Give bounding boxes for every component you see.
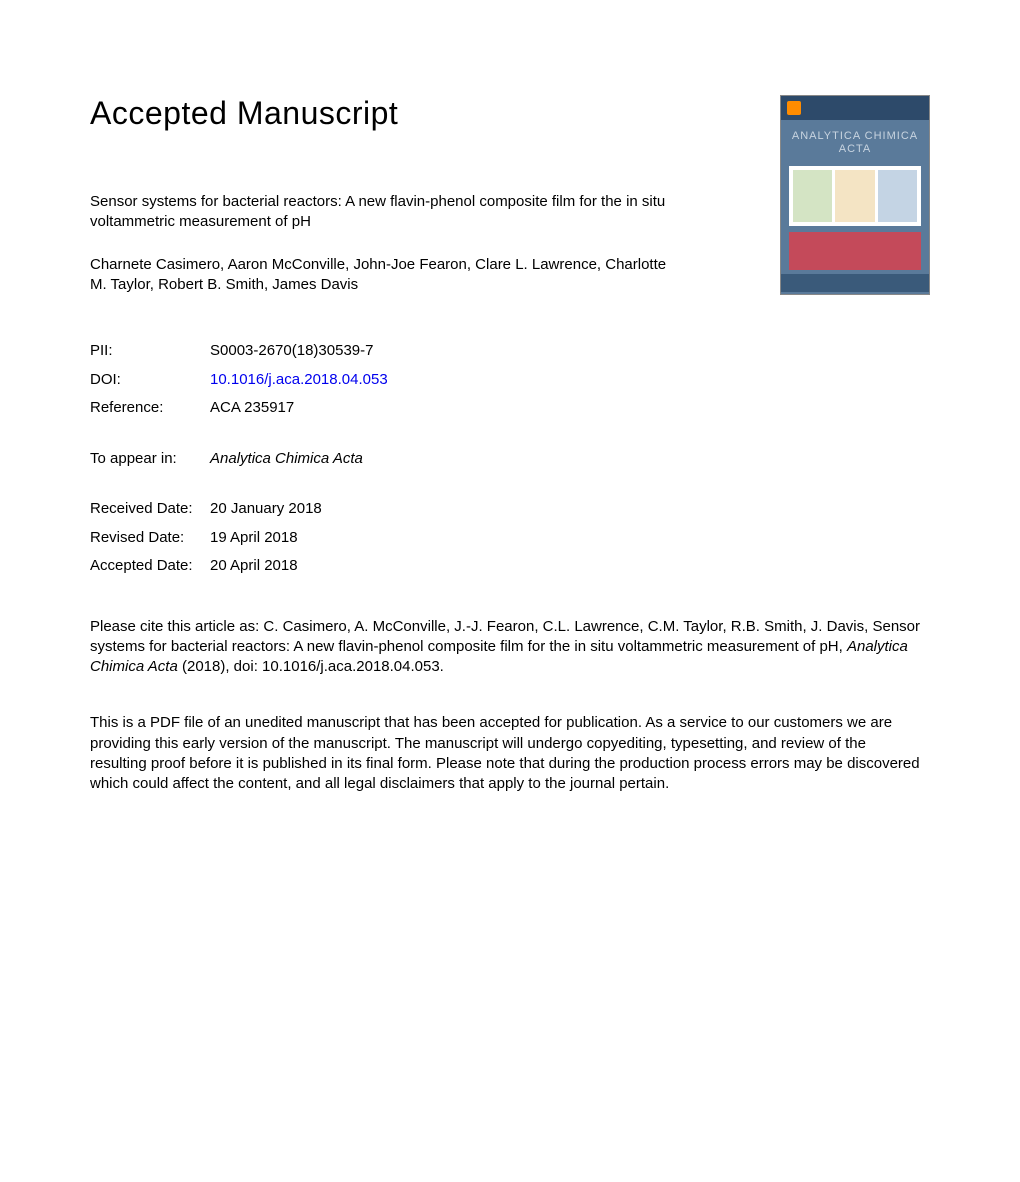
pii-row: PII: S0003-2670(18)30539-7 — [90, 337, 930, 366]
journal-cover-thumbnail: ANALYTICA CHIMICA ACTA — [780, 95, 930, 295]
citation-text: Please cite this article as: C. Casimero… — [90, 617, 920, 678]
reference-label: Reference: — [90, 394, 210, 423]
accepted-row: Accepted Date: 20 April 2018 — [90, 552, 930, 581]
doi-row: DOI: 10.1016/j.aca.2018.04.053 — [90, 366, 930, 395]
accepted-value: 20 April 2018 — [210, 552, 298, 581]
article-title: Sensor systems for bacterial reactors: A… — [90, 192, 670, 233]
revised-label: Revised Date: — [90, 524, 210, 553]
cover-graphic — [789, 166, 921, 226]
received-row: Received Date: 20 January 2018 — [90, 495, 930, 524]
revised-row: Revised Date: 19 April 2018 — [90, 524, 930, 553]
disclaimer-text: This is a PDF file of an unedited manusc… — [90, 713, 920, 794]
appear-table: To appear in: Analytica Chimica Acta — [90, 445, 930, 474]
accepted-label: Accepted Date: — [90, 552, 210, 581]
revised-value: 19 April 2018 — [210, 524, 298, 553]
reference-value: ACA 235917 — [210, 394, 294, 423]
cover-graphic-panel — [793, 170, 832, 222]
appear-row: To appear in: Analytica Chimica Acta — [90, 445, 930, 474]
reference-row: Reference: ACA 235917 — [90, 394, 930, 423]
doi-label: DOI: — [90, 366, 210, 395]
article-authors: Charnete Casimero, Aaron McConville, Joh… — [90, 255, 670, 296]
received-value: 20 January 2018 — [210, 495, 322, 524]
cover-journal-name: ANALYTICA CHIMICA ACTA — [781, 120, 929, 162]
dates-table: Received Date: 20 January 2018 Revised D… — [90, 495, 930, 581]
pii-value: S0003-2670(18)30539-7 — [210, 337, 373, 366]
metadata-table: PII: S0003-2670(18)30539-7 DOI: 10.1016/… — [90, 337, 930, 423]
citation-prefix: Please cite this article as: C. Casimero… — [90, 618, 920, 655]
cover-graphic-panel — [835, 170, 874, 222]
pii-label: PII: — [90, 337, 210, 366]
cover-graphic-panel — [878, 170, 917, 222]
citation-suffix: (2018), doi: 10.1016/j.aca.2018.04.053. — [178, 658, 444, 675]
cover-band — [789, 232, 921, 270]
cover-header — [781, 96, 929, 120]
publisher-logo-icon — [787, 101, 801, 115]
cover-footer — [781, 274, 929, 292]
appear-value: Analytica Chimica Acta — [210, 445, 363, 474]
doi-link[interactable]: 10.1016/j.aca.2018.04.053 — [210, 371, 388, 388]
appear-label: To appear in: — [90, 445, 210, 474]
received-label: Received Date: — [90, 495, 210, 524]
